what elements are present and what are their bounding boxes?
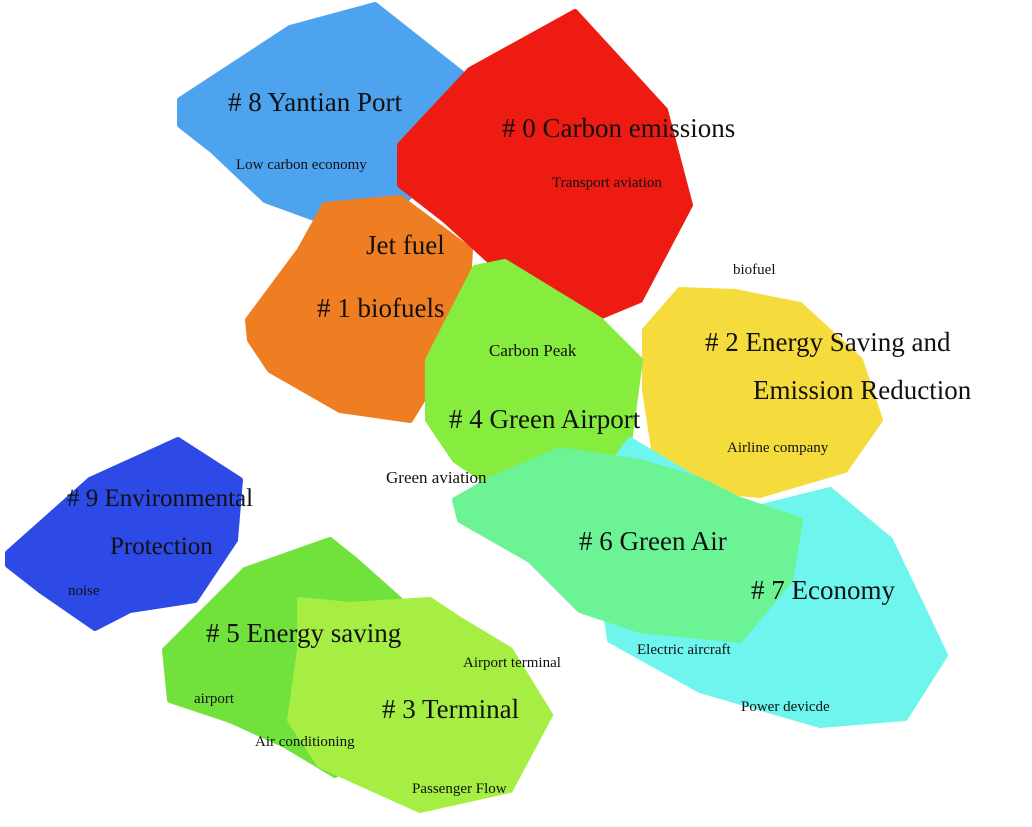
cluster-region-6	[452, 447, 803, 643]
cluster-label-3: # 3 Terminal	[382, 694, 520, 724]
cluster-label-5: # 5 Energy saving	[206, 618, 402, 648]
keyword-airport-terminal: Airport terminal	[463, 655, 561, 671]
cluster-label-2-line1: # 2 Energy Saving and	[705, 327, 951, 357]
cluster-label-9-line1: # 9 Environmental	[67, 485, 254, 512]
cluster-label-4: # 4 Green Airport	[449, 404, 641, 434]
cluster-region-0	[397, 9, 693, 328]
keyword-airline-company: Airline company	[727, 440, 829, 456]
keyword-jet-fuel: Jet fuel	[366, 230, 445, 260]
cluster-label-9-line2: Protection	[110, 533, 213, 560]
keyword-green-aviation: Green aviation	[386, 468, 487, 487]
cluster-label-7: # 7 Economy	[751, 575, 895, 605]
cluster-label-0: # 0 Carbon emissions	[502, 113, 736, 143]
cluster-label-6: # 6 Green Air	[579, 526, 727, 556]
keyword-low-carbon-economy: Low carbon economy	[236, 157, 367, 173]
cluster-label-8: # 8 Yantian Port	[228, 87, 403, 117]
keyword-airport: airport	[194, 691, 234, 707]
keyword-carbon-peak: Carbon Peak	[489, 341, 577, 360]
keyword-electric-aircraft: Electric aircraft	[637, 642, 731, 658]
cluster-region-2	[642, 287, 883, 498]
cluster-region-9	[5, 437, 243, 631]
cluster-label-2-line2: Emission Reduction	[753, 375, 972, 405]
keyword-noise: noise	[68, 583, 100, 599]
cluster-region-3	[287, 597, 553, 813]
keyword-power-device: Power devicde	[741, 699, 830, 715]
cluster-label-1: # 1 biofuels	[317, 293, 445, 323]
keyword-transport-aviation: Transport aviation	[552, 175, 662, 191]
keyword-air-conditioning: Air conditioning	[255, 734, 355, 750]
keyword-biofuel: biofuel	[733, 262, 776, 278]
keyword-passenger-flow: Passenger Flow	[412, 781, 507, 797]
